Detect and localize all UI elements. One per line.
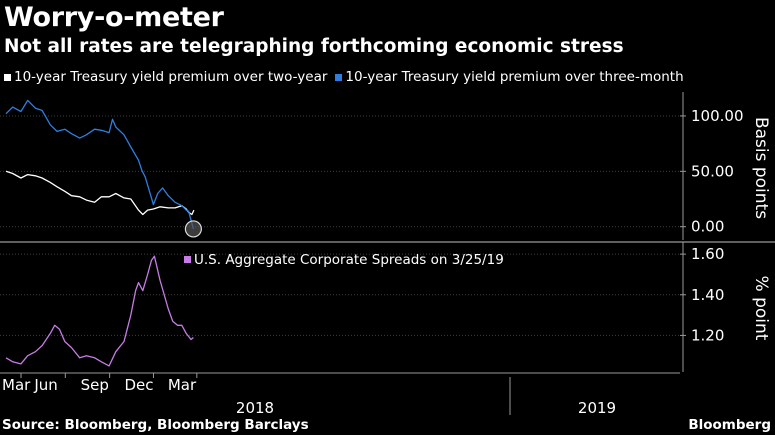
- top-plot-area: [0, 93, 680, 241]
- legend-item-2s10s: 10-year Treasury yield premium over two-…: [4, 69, 327, 85]
- brand-logo: Bloomberg: [688, 417, 771, 433]
- series-line-0-1: [5, 99, 195, 230]
- end-point-marker: [184, 220, 202, 238]
- bottom-series-group: [5, 255, 194, 367]
- top-gridlines: [0, 115, 680, 228]
- top-series-group: [5, 99, 202, 238]
- y-tick-label: 1.20: [691, 326, 724, 344]
- legend-item-3m10y: 10-year Treasury yield premium over thre…: [335, 69, 684, 85]
- chart-title: Worry-o-meter: [4, 2, 224, 33]
- legend-label-3m10y: 10-year Treasury yield premium over thre…: [345, 69, 684, 85]
- series-line-1-0: [5, 255, 194, 367]
- y-tick-label: 1.60: [691, 245, 724, 263]
- x-year-label: 2019: [578, 399, 616, 417]
- x-tick-label: Jun: [33, 376, 57, 394]
- legend-swatch-corporate-spreads: [184, 256, 191, 263]
- legend-label-corporate-spreads: U.S. Aggregate Corporate Spreads on 3/25…: [194, 252, 504, 268]
- legend-swatch-2s10s: [4, 73, 11, 81]
- bottom-y-axis: 1.20 1.40 1.60: [680, 242, 724, 372]
- bottom-gridlines: [0, 253, 680, 336]
- legend-swatch-3m10y: [335, 73, 343, 81]
- series-line-0-0: [5, 170, 195, 216]
- source-note: Source: Bloomberg, Bloomberg Barclays: [2, 417, 309, 433]
- top-chart-legend: 10-year Treasury yield premium over two-…: [4, 69, 692, 85]
- x-year-label: 2018: [236, 399, 274, 417]
- y-tick-label: 1.40: [691, 286, 724, 304]
- bottom-chart-legend: U.S. Aggregate Corporate Spreads on 3/25…: [184, 252, 504, 268]
- x-tick-label: Sep: [81, 376, 109, 394]
- legend-label-2s10s: 10-year Treasury yield premium over two-…: [14, 69, 328, 85]
- top-y-axis: 0.00 50.00 100.00: [680, 92, 744, 240]
- y-tick-label: 100.00: [691, 107, 744, 125]
- y-tick-label: 0.00: [691, 218, 724, 236]
- chart-subtitle: Not all rates are telegraphing forthcomi…: [4, 36, 624, 57]
- bottom-y-axis-label: % point: [751, 276, 771, 341]
- top-y-axis-label: Basis points: [751, 117, 771, 219]
- y-tick-label: 50.00: [691, 162, 734, 180]
- x-tick-label: Mar: [168, 376, 197, 394]
- x-tick-label: Dec: [124, 376, 153, 394]
- x-tick-label: Mar: [2, 376, 31, 394]
